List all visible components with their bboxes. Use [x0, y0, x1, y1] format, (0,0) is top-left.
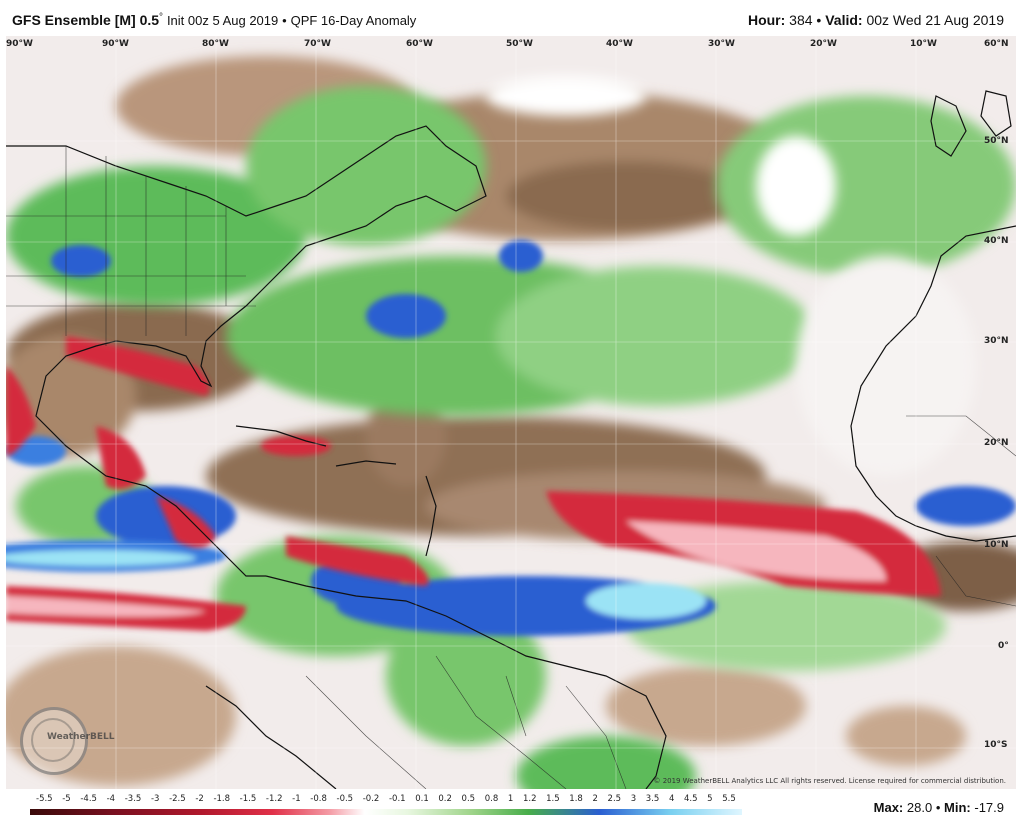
stats-separator: • — [935, 800, 941, 815]
colorbar-tick-label: -0.2 — [362, 794, 380, 804]
logo-text: WeatherBELL — [47, 732, 115, 742]
colorbar-tick-label: -5 — [62, 794, 71, 804]
lat-label: 10°S — [984, 740, 1008, 750]
colorbar-tick-label: -3.5 — [124, 794, 142, 804]
degree-symbol: ° — [159, 12, 164, 23]
lon-label: 90°W — [6, 39, 33, 49]
min-value: -17.9 — [974, 800, 1004, 815]
colorbar-tick-label: 0.2 — [438, 794, 452, 804]
colorbar-tick-label: 1.5 — [546, 794, 560, 804]
colorbar-tick-label: 0.1 — [415, 794, 429, 804]
colorbar-tick-label: 2.5 — [607, 794, 622, 804]
map-title: GFS Ensemble [M] 0.5° Init 00z 5 Aug 201… — [12, 12, 416, 28]
colorbar-tick-label: -4.5 — [80, 794, 97, 804]
political-borders — [6, 146, 1016, 789]
lon-label: 10°W — [910, 39, 937, 49]
colorbar-tick-label: 4.5 — [684, 794, 698, 804]
colorbar-tick-label: 0.5 — [461, 794, 476, 804]
lon-label: 70°W — [304, 39, 331, 49]
heavy-dry-regions — [6, 336, 941, 631]
valid-separator: • — [816, 12, 822, 28]
lon-label: 90°W — [102, 39, 129, 49]
colorbar-tick-label: 5 — [707, 794, 713, 804]
lat-label: 40°N — [984, 236, 1009, 246]
lon-label: 20°W — [810, 39, 837, 49]
colorbar-tick-label: 4 — [668, 794, 675, 804]
max-value: 28.0 — [906, 800, 933, 815]
colorbar-tick-label: 1.2 — [522, 794, 537, 804]
colorbar — [30, 809, 742, 815]
product-name: QPF 16-Day Anomaly — [290, 13, 417, 28]
min-label: Min: — [944, 800, 971, 815]
lon-label: 50°W — [506, 39, 533, 49]
heavy-wet-regions — [6, 240, 1016, 636]
max-label: Max: — [873, 800, 904, 815]
colorbar-tick-label: 5.5 — [722, 794, 736, 804]
valid-value: 00z Wed 21 Aug 2019 — [866, 12, 1004, 28]
graticule — [6, 36, 1016, 789]
max-min-stats: Max: 28.0 • Min: -17.9 — [874, 800, 1004, 815]
map-header: GFS Ensemble [M] 0.5° Init 00z 5 Aug 201… — [0, 0, 1024, 36]
colorbar-tick-label: -1 — [292, 794, 301, 804]
colorbar-tick-label: -2 — [195, 794, 204, 804]
logo-ring — [31, 718, 75, 762]
lat-label: 50°N — [984, 136, 1009, 146]
colorbar-tick-label: -0.5 — [336, 794, 354, 804]
map-canvas — [6, 36, 1016, 789]
colorbar-labels: -5.5 -5 -4.5 -4 -3.5 -3 -2.5 -2 -1.8 -1.5 -1.2 -1 -0… — [36, 794, 736, 808]
lat-label: 0° — [998, 641, 1009, 651]
colorbar-tick-label: -3 — [150, 794, 160, 804]
colorbar-tick-label: 1.8 — [569, 794, 583, 804]
map-footer: -5.5 -5 -4.5 -4 -3.5 -3 -2.5 -2 -1.8 -1.5 -1.2 -1 -0… — [0, 789, 1024, 815]
title-separator: • — [282, 13, 287, 28]
lat-label: 20°N — [984, 438, 1009, 448]
hour-label: Hour: — [747, 12, 786, 28]
colorbar-tick-label: -5.5 — [36, 794, 53, 804]
copyright-credit: © 2019 WeatherBELL Analytics LLC All rig… — [653, 777, 1006, 785]
neutral-regions — [486, 76, 976, 476]
colorbar-tick-label: -0.1 — [388, 794, 406, 804]
lon-label: 30°W — [708, 39, 735, 49]
anomaly-map: 90°W 90°W 80°W 70°W 60°W 50°W 40°W 30°W … — [6, 36, 1016, 789]
colorbar-tick-label: -1.2 — [265, 794, 283, 804]
colorbar-tick-label: -4 — [106, 794, 116, 804]
lat-label-top: 60°N — [984, 39, 1009, 49]
colorbar-tick-label: 1 — [507, 794, 514, 804]
valid-time: Hour: 384 • Valid: 00z Wed 21 Aug 2019 — [748, 12, 1004, 28]
colorbar-tick-label: -1.5 — [239, 794, 257, 804]
coastlines — [6, 90, 1016, 789]
colorbar-tick-label: 3.5 — [645, 794, 660, 804]
colorbar-tick-label: 3 — [630, 794, 637, 804]
colorbar-tick-label: 2 — [592, 794, 598, 804]
model-name: GFS Ensemble [M] 0.5 — [12, 12, 160, 28]
colorbar-tick-label: -1.8 — [213, 794, 231, 804]
init-time: Init 00z 5 Aug 2019 — [166, 13, 279, 28]
weatherbell-logo: WeatherBELL — [20, 707, 115, 775]
hour-value: 384 — [789, 12, 813, 28]
lon-label: 40°W — [606, 39, 633, 49]
lat-label: 10°N — [984, 540, 1009, 550]
colorbar-tick-label: 0.8 — [484, 794, 499, 804]
valid-label: Valid: — [825, 12, 863, 28]
lat-label: 30°N — [984, 336, 1009, 346]
colorbar-tick-label: -0.8 — [310, 794, 327, 804]
lon-label: 80°W — [202, 39, 229, 49]
colorbar-tick-label: -2.5 — [169, 794, 186, 804]
lon-label: 60°W — [406, 39, 433, 49]
